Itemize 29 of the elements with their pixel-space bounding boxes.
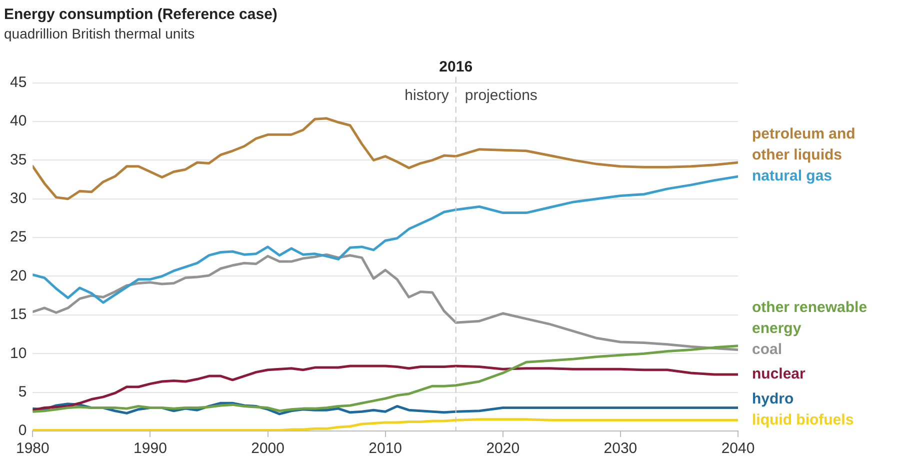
y-tick-label: 10 (10, 344, 27, 362)
x-tick-label: 2020 (486, 440, 520, 458)
x-tick-label: 2030 (604, 440, 638, 458)
x-tick-label: 2000 (251, 440, 284, 458)
ref-line-label: 2016 (439, 58, 473, 76)
y-tick-label: 30 (10, 190, 27, 208)
y-tick-label: 20 (10, 267, 27, 284)
chart-subtitle: quadrillion British thermal units (4, 25, 195, 42)
y-tick-label: 0 (18, 422, 27, 440)
y-tick-label: 15 (10, 306, 27, 324)
y-tick-label: 5 (18, 383, 27, 400)
series-label: coal (752, 340, 782, 358)
series-label: hydro (752, 390, 794, 408)
x-tick-label: 2010 (368, 440, 402, 458)
annotation: projections (464, 86, 538, 104)
series-label: other renewable energy (752, 298, 868, 337)
series-label: nuclear (752, 366, 806, 383)
x-tick-label: 1980 (16, 440, 50, 458)
annotation: history (404, 86, 450, 104)
x-tick-label: 2040 (721, 440, 755, 458)
chart-title: Energy consumption (Reference case) (4, 6, 278, 24)
y-tick-label: 25 (10, 228, 27, 246)
x-tick-label: 1990 (134, 440, 167, 458)
y-tick-label: 45 (10, 74, 27, 91)
y-tick-label: 40 (10, 112, 27, 130)
y-tick-label: 35 (10, 151, 27, 168)
series-label: liquid biofuels (752, 411, 854, 428)
series-label: petroleum and other liquids (752, 126, 856, 164)
series-label: natural gas (752, 168, 832, 185)
